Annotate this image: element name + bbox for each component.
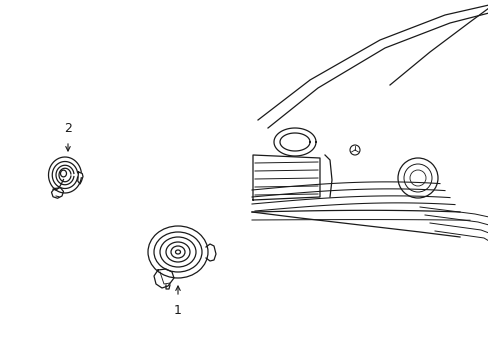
Text: 2: 2 — [64, 122, 72, 135]
Text: 1: 1 — [174, 304, 182, 317]
